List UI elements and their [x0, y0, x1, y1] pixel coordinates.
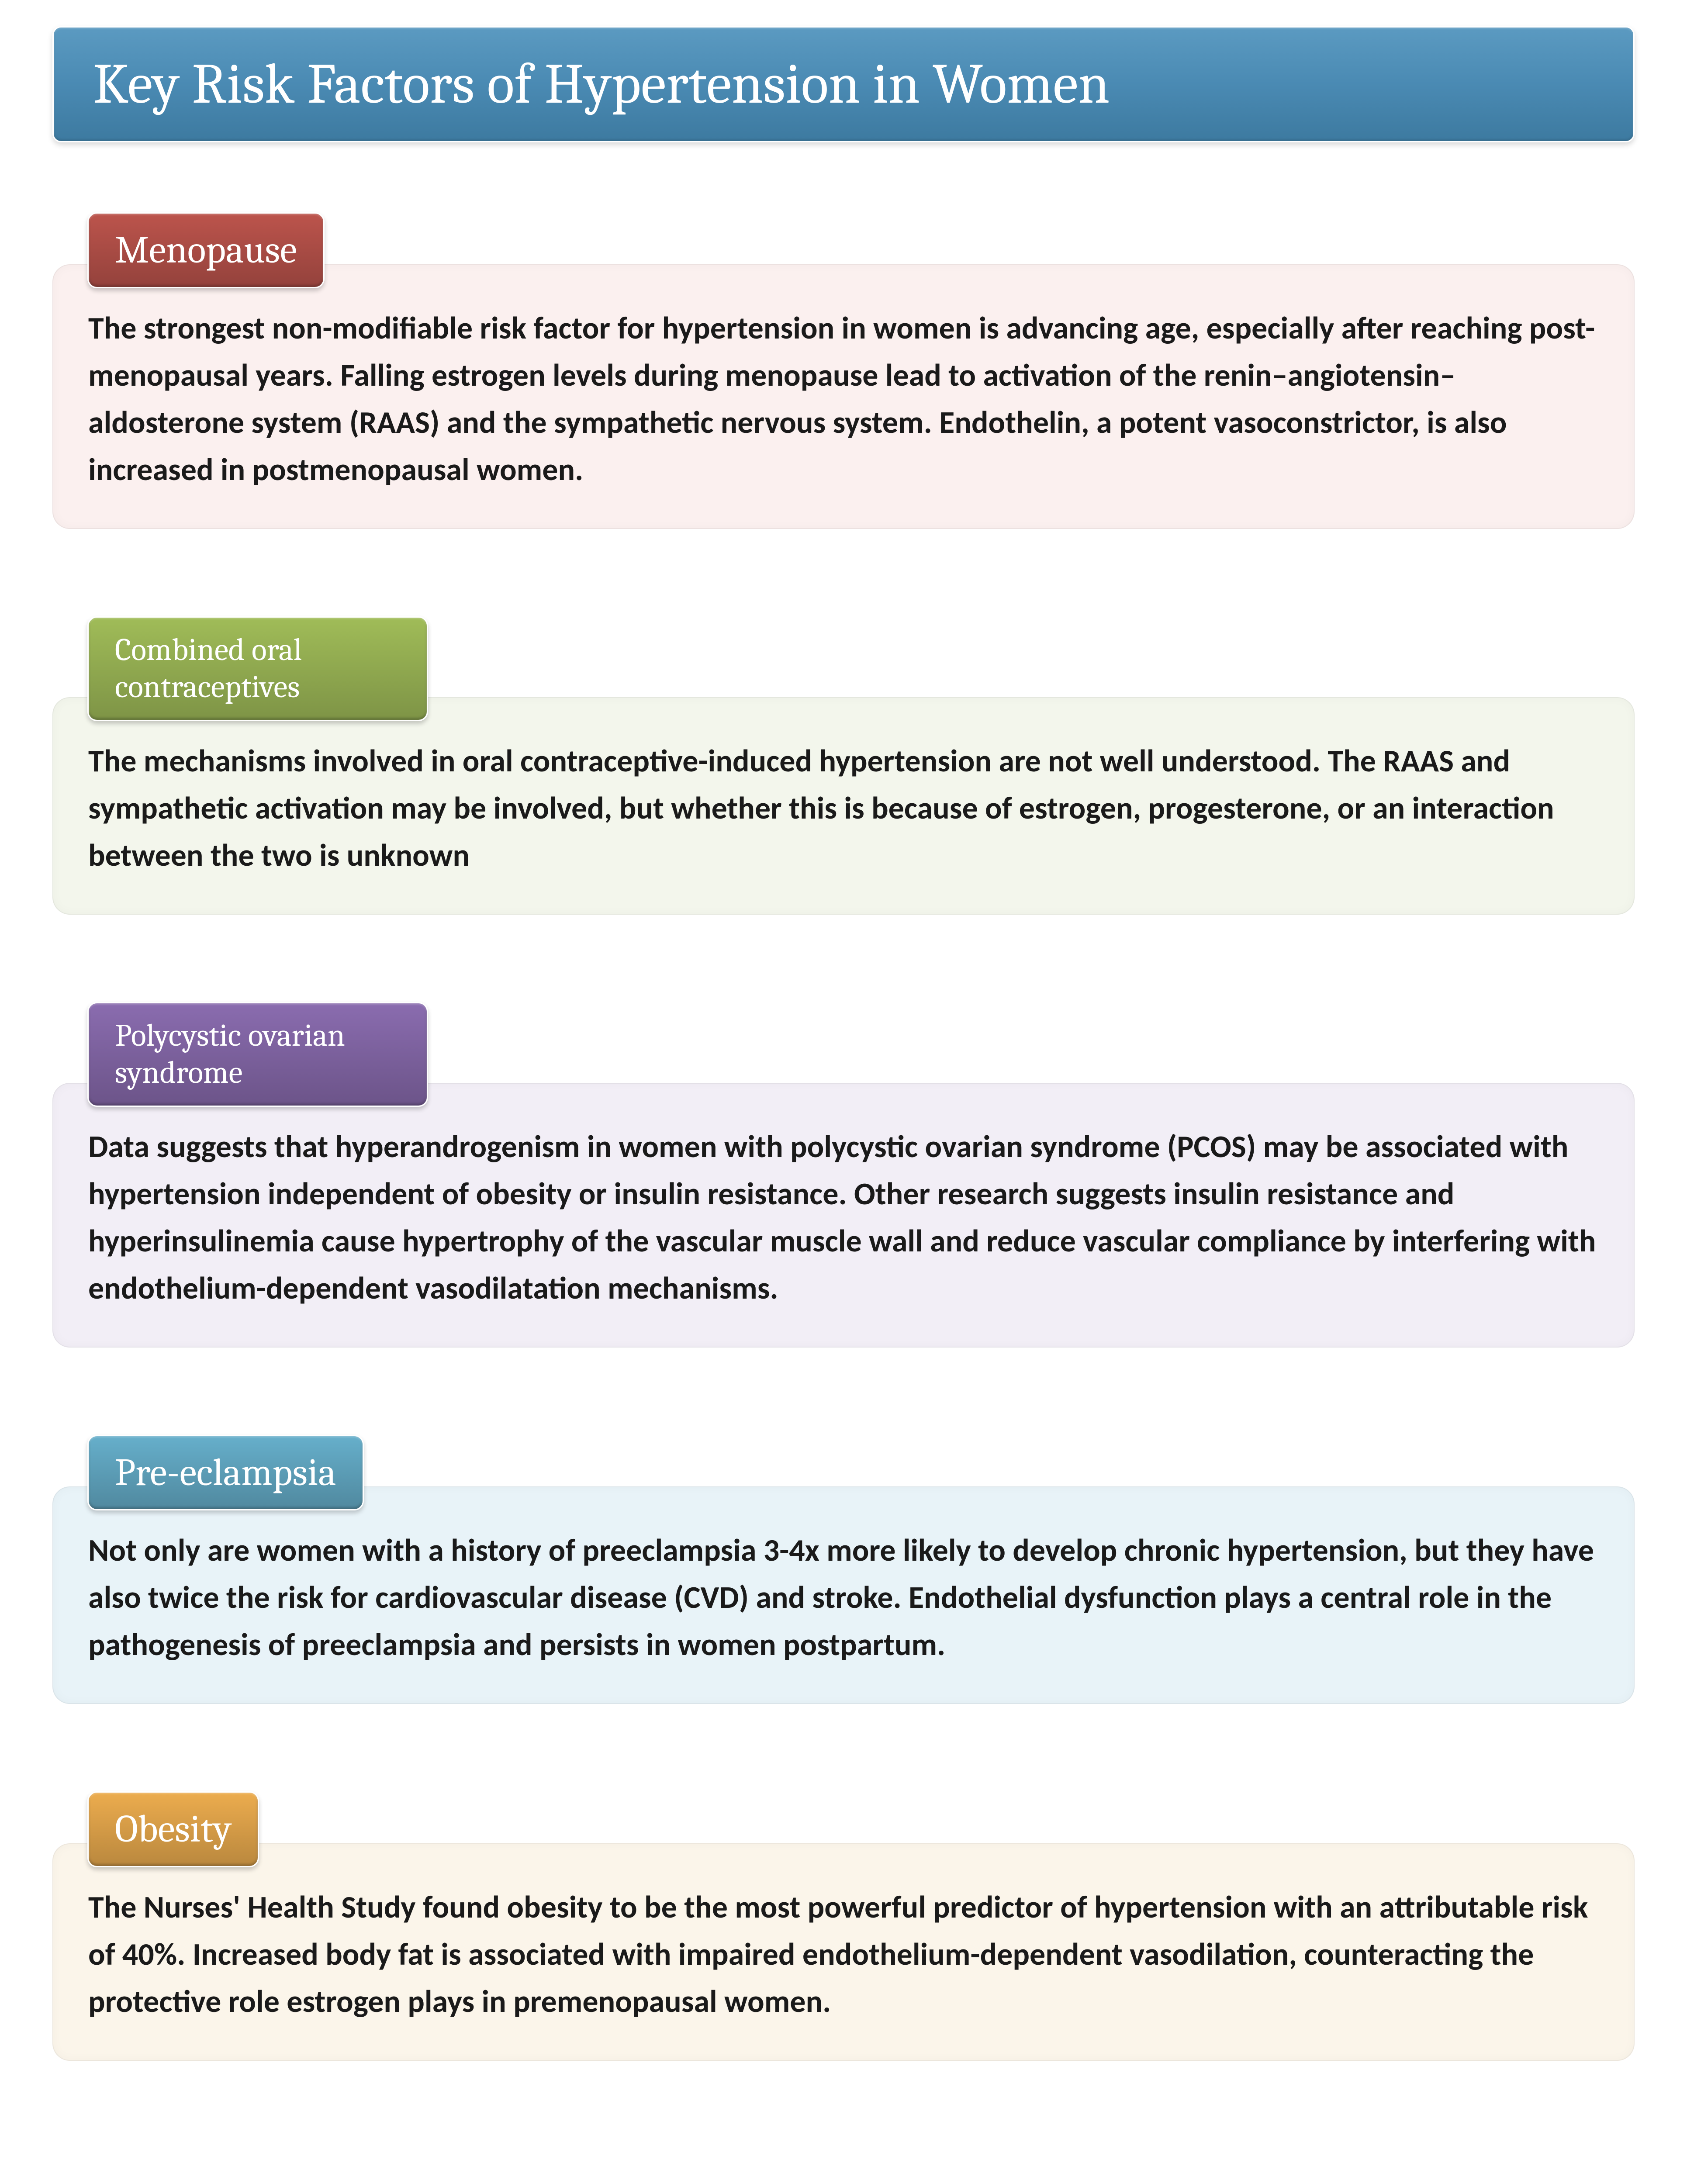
section-tag-pcos: Polycystic ovarian syndrome: [87, 1002, 428, 1107]
section-tag-coc: Combined oral contraceptives: [87, 616, 428, 721]
page-title: Key Risk Factors of Hypertension in Wome…: [52, 26, 1635, 142]
section-obesity: Obesity The Nurses' Health Study found o…: [52, 1791, 1635, 2061]
section-body-obesity: The Nurses' Health Study found obesity t…: [52, 1843, 1635, 2061]
section-body-menopause: The strongest non-modifiable risk factor…: [52, 264, 1635, 529]
section-body-coc: The mechanisms involved in oral contrace…: [52, 697, 1635, 915]
section-pcos: Polycystic ovarian syndrome Data suggest…: [52, 1002, 1635, 1348]
section-tag-obesity: Obesity: [87, 1791, 259, 1867]
section-preeclampsia: Pre-eclampsia Not only are women with a …: [52, 1435, 1635, 1704]
section-tag-menopause: Menopause: [87, 212, 325, 288]
section-tag-preeclampsia: Pre-eclampsia: [87, 1435, 364, 1511]
section-body-pcos: Data suggests that hyperandrogenism in w…: [52, 1083, 1635, 1348]
section-body-preeclampsia: Not only are women with a history of pre…: [52, 1486, 1635, 1704]
section-coc: Combined oral contraceptives The mechani…: [52, 616, 1635, 915]
section-menopause: Menopause The strongest non-modifiable r…: [52, 212, 1635, 529]
